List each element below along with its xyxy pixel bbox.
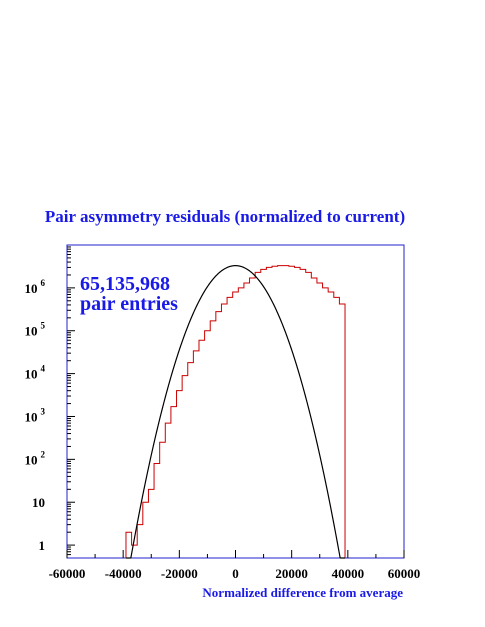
y-minor-ticks xyxy=(67,246,71,556)
entries-unit-label: pair entries xyxy=(80,293,178,315)
plot-area xyxy=(66,244,405,559)
x-tick-label: 20000 xyxy=(275,566,308,581)
x-tick-label: -60000 xyxy=(49,566,86,581)
x-tick-labels: -60000 -40000 -20000 0 20000 40000 60000 xyxy=(49,566,421,581)
x-tick-label: 40000 xyxy=(332,566,365,581)
y-major-ticks xyxy=(67,287,75,546)
y-tick-label: 10 4 xyxy=(25,364,46,382)
chart-title: Pair asymmetry residuals (normalized to … xyxy=(45,207,405,226)
x-ticks xyxy=(66,550,405,558)
y-tick-label: 10 3 xyxy=(25,406,46,424)
x-tick-label: 0 xyxy=(232,566,239,581)
y-tick-label: 1 xyxy=(39,538,46,553)
y-tick-label: 10 xyxy=(32,495,45,510)
gaussian-fit-curve xyxy=(125,265,346,559)
x-tick-label: 60000 xyxy=(388,566,421,581)
x-axis-label: Normalized difference from average xyxy=(202,585,403,600)
histogram-series xyxy=(125,265,346,558)
x-tick-label: -20000 xyxy=(161,566,198,581)
y-tick-label: 10 2 xyxy=(25,449,46,467)
y-tick-label: 10 6 xyxy=(25,278,46,296)
x-tick-label: -40000 xyxy=(105,566,142,581)
entries-count-label: 65,135,968 xyxy=(80,273,170,295)
y-tick-label: 10 5 xyxy=(25,321,46,339)
